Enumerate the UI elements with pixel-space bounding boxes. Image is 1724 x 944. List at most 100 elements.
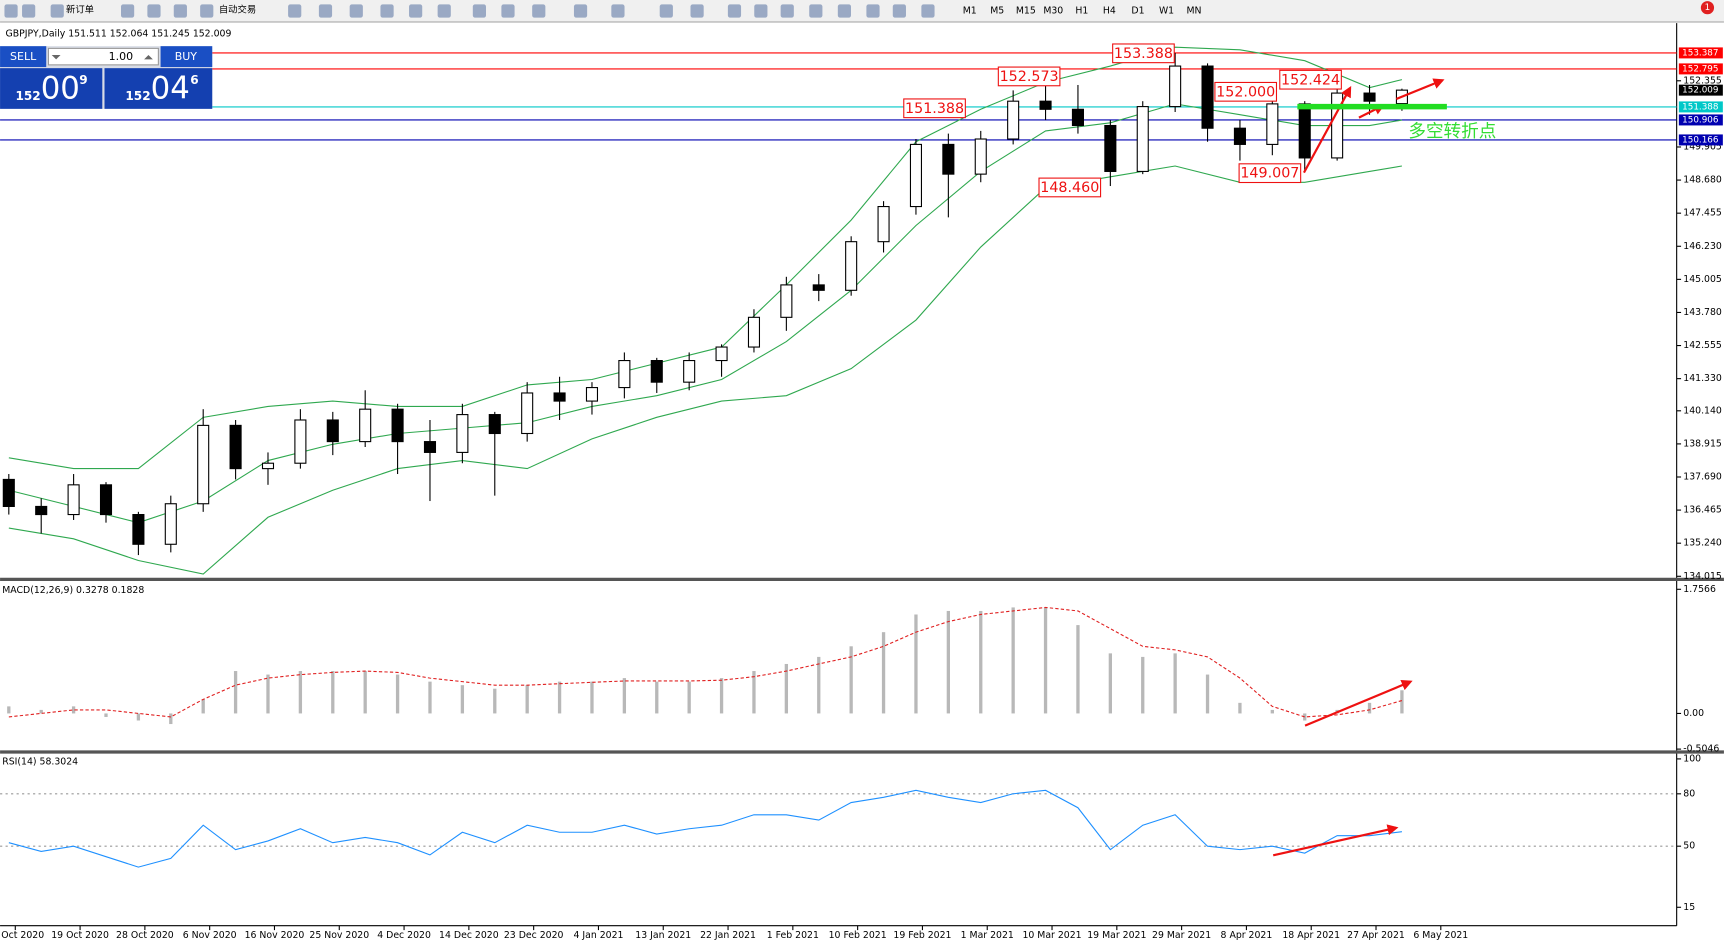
y-tick-label: 136.465 <box>1683 505 1722 516</box>
toolbar-icon <box>173 4 187 18</box>
macd-bar <box>590 681 594 714</box>
macd-signal <box>8 606 1403 718</box>
candle-body <box>35 505 48 516</box>
candle-body <box>1104 124 1117 172</box>
timeframe-button[interactable]: M1 <box>963 5 977 16</box>
price-label: 150.906 <box>1682 115 1719 125</box>
toolbar-icon <box>780 4 794 18</box>
macd-bar <box>395 674 400 714</box>
annotation-box <box>1038 177 1102 198</box>
price-label-box <box>1678 114 1723 126</box>
candle-body <box>488 414 501 435</box>
candle-body <box>456 414 469 453</box>
y-tick-label: 142.555 <box>1683 340 1722 351</box>
candle-body <box>67 484 80 516</box>
annotation: 152.000 <box>1216 84 1275 100</box>
buy-price-big: 152 <box>125 89 150 103</box>
timeframe-button[interactable]: H4 <box>1103 5 1116 16</box>
toolbar-icon <box>727 4 742 18</box>
timeframe-button[interactable]: W1 <box>1159 5 1174 16</box>
chart-area <box>0 23 1677 942</box>
x-tick-label: 16 Nov 2020 <box>245 930 305 940</box>
new-order-button[interactable]: 新订单 <box>66 3 94 15</box>
macd-bar <box>1043 607 1048 714</box>
macd-bar <box>687 681 691 714</box>
annotation-box <box>1112 43 1175 64</box>
macd-bar <box>7 706 11 714</box>
toolbar-icon <box>50 4 64 18</box>
macd-bar <box>979 610 983 714</box>
price-label: 152.795 <box>1682 64 1718 74</box>
macd-bar <box>622 678 627 714</box>
buy-button[interactable] <box>160 46 213 68</box>
timeframe-button[interactable]: M15 <box>1016 5 1036 16</box>
toolbar-icon <box>4 4 18 18</box>
timeframe-button[interactable]: H1 <box>1075 5 1088 16</box>
lot-input[interactable] <box>47 47 159 66</box>
toolbar-icon <box>573 4 588 18</box>
y-tick-label: 138.915 <box>1683 438 1722 449</box>
timeframe-button[interactable]: M30 <box>1043 5 1063 16</box>
sell-label[interactable]: SELL <box>10 50 37 63</box>
candle-body <box>2 478 15 507</box>
macd-bar <box>428 681 432 714</box>
x-tick-label: 25 Nov 2020 <box>309 930 369 940</box>
toolbar-icon <box>809 4 823 18</box>
notification-badge[interactable] <box>1700 1 1715 15</box>
macd-bar <box>1270 709 1274 714</box>
annotation: 151.388 <box>905 101 964 117</box>
macd-bar <box>104 713 108 717</box>
macd-bar <box>363 671 367 714</box>
macd-bar <box>1400 690 1404 714</box>
x-tick-label: 18 Apr 2021 <box>1282 930 1340 940</box>
macd-bar <box>1173 653 1177 714</box>
candle-body <box>423 441 437 453</box>
macd-bar <box>71 706 76 714</box>
x-tick-label: 19 Feb 2021 <box>893 930 951 940</box>
buy-price-box[interactable] <box>104 68 213 109</box>
buy-price-pip: 6 <box>190 73 198 87</box>
macd-bar <box>817 656 821 714</box>
timeframe-button[interactable]: MN <box>1187 5 1202 16</box>
toolbar-icons <box>4 4 935 18</box>
annotation: 153.388 <box>1114 46 1173 62</box>
sell-price-box[interactable] <box>0 68 103 109</box>
macd-bar <box>752 671 756 714</box>
timeframe-button[interactable]: D1 <box>1131 5 1144 16</box>
notification-count[interactable]: 1 <box>1705 3 1711 13</box>
macd-bar <box>266 674 270 714</box>
candle-body <box>1233 127 1246 145</box>
candle-body <box>521 392 534 435</box>
toolbar-icon <box>690 4 704 18</box>
annotation-box <box>1214 81 1278 102</box>
buy-label[interactable]: BUY <box>175 50 198 63</box>
lot-down[interactable] <box>51 54 61 60</box>
lot-value[interactable]: 1.00 <box>109 50 133 63</box>
toolbar-icon <box>437 4 451 18</box>
toolbar-icon <box>921 4 935 18</box>
candle-body <box>359 408 372 443</box>
candle-body <box>747 316 761 348</box>
lot-up[interactable] <box>144 54 153 60</box>
annotation-box <box>997 66 1061 87</box>
y-tick-label: 145.005 <box>1683 274 1722 285</box>
candle-body <box>1007 100 1020 140</box>
timeframe-button[interactable]: M5 <box>990 5 1004 16</box>
current-price-box <box>1678 84 1723 96</box>
x-tick-label: 4 Dec 2020 <box>377 930 431 940</box>
macd-bar <box>201 699 205 714</box>
sell-button[interactable] <box>0 46 47 68</box>
annotation: 152.573 <box>1000 69 1059 85</box>
x-tick-label: 4 Jan 2021 <box>573 930 623 940</box>
y-tick-label: 0.00 <box>1683 708 1704 719</box>
x-tick-label: 12 Oct 2020 <box>0 930 44 940</box>
toolbar-icon <box>837 4 852 18</box>
drawn-arrows <box>1272 78 1445 857</box>
x-tick-label: 22 Jan 2021 <box>700 930 756 940</box>
x-tick-label: 10 Mar 2021 <box>1022 930 1081 940</box>
trend-arrow <box>1395 78 1445 100</box>
y-tick-label: 134.015 <box>1683 571 1722 582</box>
auto-trading-button[interactable]: 自动交易 <box>219 3 256 15</box>
macd-bar <box>655 681 659 714</box>
